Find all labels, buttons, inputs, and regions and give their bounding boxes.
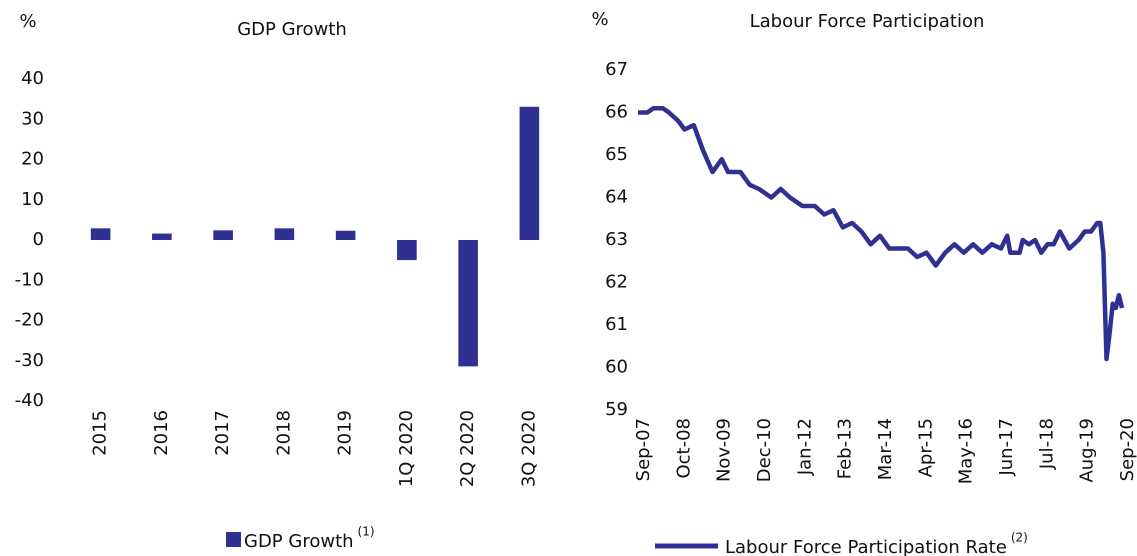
y-tick-label: 64: [605, 187, 628, 208]
x-tick-label: 2018: [273, 410, 294, 456]
x-tick-label: Jan-12: [794, 418, 815, 476]
bar: [458, 240, 478, 367]
bar: [274, 228, 295, 240]
bar: [90, 228, 111, 240]
y-tick-label: 59: [605, 399, 628, 420]
x-tick-label: 2015: [90, 410, 111, 456]
bar: [335, 230, 356, 240]
x-tick-label: Jun-17: [996, 418, 1017, 477]
x-tick-label: Apr-15: [915, 418, 936, 477]
x-tick-label: Sep-20: [1117, 418, 1137, 481]
y-tick-label: 30: [21, 108, 44, 129]
y-tick-label: 67: [605, 59, 628, 80]
y-tick-label: 63: [605, 229, 628, 250]
y-tick-label: 40: [21, 68, 44, 89]
y-tick-label: 60: [605, 357, 628, 378]
y-tick-label: 65: [605, 144, 628, 165]
legend-footnote: (2): [1011, 531, 1028, 545]
x-tick-label: 3Q 2020: [518, 410, 539, 487]
y-tick-label: 0: [33, 229, 44, 250]
x-tick-label: Aug-19: [1077, 418, 1098, 483]
y-tick-label: 10: [21, 189, 44, 210]
x-tick-label: Sep-07: [633, 418, 654, 481]
y-tick-label: 61: [605, 314, 628, 335]
legend-label: Labour Force Participation Rate: [725, 537, 1007, 556]
x-tick-label: Mar-14: [875, 418, 896, 480]
legend-swatch: [226, 532, 241, 547]
y-tick-label: 66: [605, 102, 628, 123]
x-tick-label: 2019: [335, 410, 356, 456]
bar: [152, 233, 172, 240]
legend-footnote: (1): [358, 525, 375, 539]
y-tick-label: -40: [15, 390, 44, 411]
bar: [213, 230, 233, 240]
line: [638, 106, 1125, 362]
x-tick-label: Dec-10: [754, 418, 775, 482]
y-axis-label: %: [591, 9, 608, 30]
x-tick-label: Nov-09: [714, 418, 735, 482]
y-tick-label: -20: [15, 310, 44, 331]
x-tick-label: 2Q 2020: [457, 410, 478, 487]
x-tick-label: Feb-13: [835, 418, 856, 479]
y-tick-label: -30: [15, 350, 44, 371]
x-tick-label: 1Q 2020: [396, 410, 417, 487]
chart-title: GDP Growth: [237, 19, 347, 40]
x-tick-label: 2016: [151, 410, 172, 456]
y-tick-label: 62: [605, 272, 628, 293]
x-tick-label: 2017: [212, 410, 233, 456]
x-tick-label: Oct-08: [673, 418, 694, 479]
bar: [519, 106, 540, 241]
x-tick-label: May-16: [956, 418, 977, 484]
y-tick-label: 20: [21, 149, 44, 170]
x-tick-label: Jul-18: [1036, 418, 1057, 470]
chart-title: Labour Force Participation: [750, 11, 985, 32]
y-tick-label: -10: [15, 269, 44, 290]
y-axis-label: %: [19, 11, 36, 32]
bar: [397, 240, 417, 261]
legend-label: GDP Growth: [244, 531, 354, 552]
